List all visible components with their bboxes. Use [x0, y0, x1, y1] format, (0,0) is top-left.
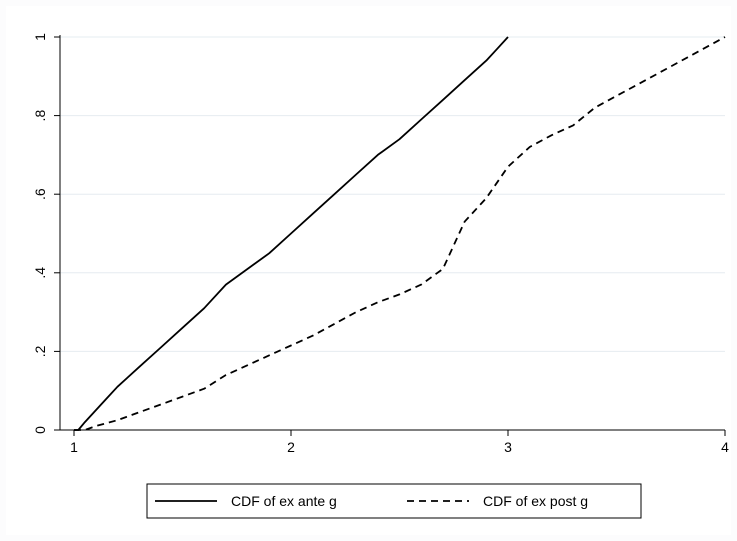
series-line-1 [74, 36, 726, 431]
series-group [74, 36, 726, 431]
y-tick-label-5: 1 [32, 33, 48, 41]
chart-background [6, 6, 731, 535]
legend-label-0: CDF of ex ante g [231, 493, 337, 509]
x-tick-label-2: 3 [504, 439, 512, 455]
series-line-0 [74, 36, 509, 431]
x-tick-label-0: 1 [70, 439, 78, 455]
y-tick-label-1: .2 [32, 345, 48, 357]
legend-box [146, 483, 642, 519]
y-tick-label-2: .4 [32, 267, 48, 279]
legend-label-1: CDF of ex post g [483, 493, 588, 509]
legend: CDF of ex ante g CDF of ex post g [146, 483, 642, 519]
y-tick-label-0: 0 [32, 426, 48, 434]
axes: 0 .2 .4 .6 .8 1 1 2 3 4 [32, 33, 729, 455]
x-tick-label-1: 2 [287, 439, 295, 455]
y-tick-label-3: .6 [32, 188, 48, 200]
x-tick-label-3: 4 [721, 439, 729, 455]
y-tick-label-4: .8 [32, 110, 48, 122]
